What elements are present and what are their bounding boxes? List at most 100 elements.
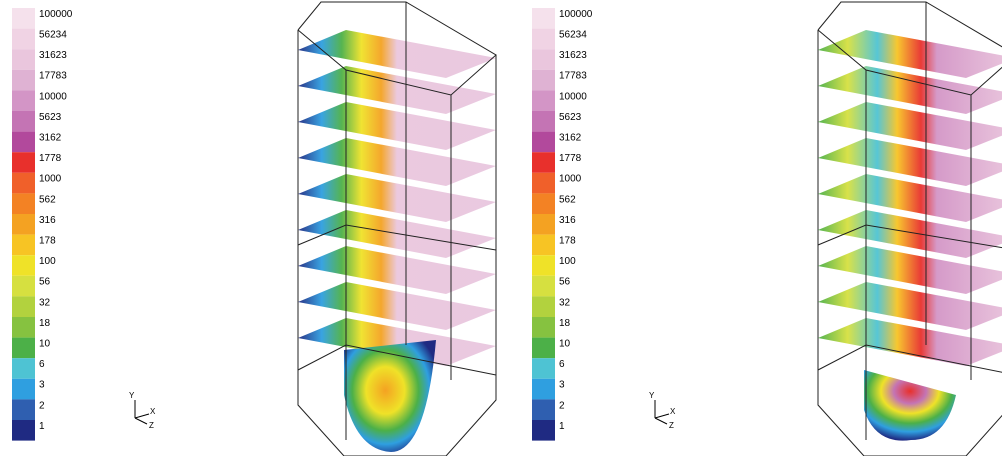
legend-swatch (12, 276, 35, 297)
legend-swatch (532, 29, 555, 50)
contour-plot (298, 2, 496, 456)
legend-swatch (12, 235, 35, 256)
axis-line (655, 414, 669, 418)
legend-swatch (12, 338, 35, 359)
legend-swatch (12, 399, 35, 420)
legend-swatch (12, 132, 35, 153)
axis-label: Z (669, 421, 674, 430)
legend-label: 10000 (559, 91, 587, 102)
axis-label: Y (129, 391, 135, 400)
legend-label: 32 (39, 297, 51, 308)
legend-swatch (532, 111, 555, 132)
legend-swatch (12, 214, 35, 235)
figure-canvas: 1000005623431623177831000056233162177810… (0, 0, 1002, 456)
axis-label: Y (649, 391, 655, 400)
legend-label: 562 (39, 194, 56, 205)
legend-label: 3 (39, 380, 45, 391)
axis-line (135, 418, 147, 424)
legend-label: 6 (39, 359, 45, 370)
contour-slice (298, 282, 496, 330)
legend-label: 56 (39, 277, 51, 288)
axis-triad: Y XZ (649, 391, 676, 430)
legend-label: 1778 (559, 153, 582, 164)
axis-label: X (150, 407, 156, 416)
legend-label: 18 (559, 318, 571, 329)
legend-swatch (532, 193, 555, 214)
legend-label: 1 (39, 421, 45, 432)
legend-label: 3162 (559, 133, 582, 144)
legend-swatch (12, 152, 35, 173)
legend-label: 100000 (559, 9, 593, 20)
legend-label: 17783 (39, 71, 67, 82)
axis-label: X (670, 407, 676, 416)
legend-swatch (532, 8, 555, 29)
legend-swatch (12, 193, 35, 214)
contour-slice (298, 66, 496, 114)
legend-label: 56234 (559, 30, 587, 41)
contour-slice (298, 174, 496, 222)
legend-label: 5623 (559, 112, 582, 123)
legend-swatch (12, 8, 35, 29)
legend-label: 100000 (39, 9, 73, 20)
legend-swatch (12, 317, 35, 338)
legend-label: 1 (559, 421, 565, 432)
legend: 1000005623431623177831000056233162177810… (532, 8, 593, 441)
hopper-contour (864, 370, 956, 441)
legend-label: 178 (39, 236, 56, 247)
legend-swatch (532, 132, 555, 153)
legend-label: 6 (559, 359, 565, 370)
legend-label: 562 (559, 194, 576, 205)
legend-label: 2 (39, 400, 45, 411)
legend-swatch (12, 70, 35, 91)
contour-slice (298, 102, 496, 150)
legend-swatch (532, 338, 555, 359)
legend-swatch (12, 358, 35, 379)
legend-label: 56 (559, 277, 571, 288)
legend-swatch (532, 399, 555, 420)
legend-swatch (12, 420, 35, 441)
legend-label: 2 (559, 400, 565, 411)
legend-label: 1000 (39, 174, 62, 185)
legend-swatch (532, 255, 555, 276)
legend-swatch (532, 173, 555, 194)
legend-swatch (532, 317, 555, 338)
legend-label: 10 (39, 339, 51, 350)
legend-swatch (12, 29, 35, 50)
legend-label: 1000 (559, 174, 582, 185)
legend-swatch (532, 358, 555, 379)
legend-swatch (532, 49, 555, 70)
legend: 1000005623431623177831000056233162177810… (12, 8, 73, 441)
legend-swatch (532, 296, 555, 317)
legend-label: 31623 (39, 50, 67, 61)
legend-swatch (12, 173, 35, 194)
axis-triad: Y XZ (129, 391, 156, 430)
legend-label: 3 (559, 380, 565, 391)
legend-label: 18 (39, 318, 51, 329)
contour-slice (298, 246, 496, 294)
legend-label: 10000 (39, 91, 67, 102)
legend-label: 178 (559, 236, 576, 247)
contour-slice (298, 138, 496, 186)
legend-label: 3162 (39, 133, 62, 144)
legend-swatch (12, 90, 35, 111)
legend-label: 100 (39, 256, 56, 267)
legend-swatch (12, 379, 35, 400)
contour-slice (818, 30, 1002, 78)
figure: 1000005623431623177831000056233162177810… (0, 0, 1002, 456)
legend-swatch (532, 235, 555, 256)
legend-swatch (532, 152, 555, 173)
hopper-contour (344, 340, 436, 452)
legend-label: 32 (559, 297, 571, 308)
legend-label: 31623 (559, 50, 587, 61)
legend-swatch (532, 70, 555, 91)
legend-swatch (532, 379, 555, 400)
legend-swatch (532, 90, 555, 111)
legend-label: 17783 (559, 71, 587, 82)
legend-label: 10 (559, 339, 571, 350)
contour-plot (818, 2, 1002, 456)
legend-swatch (532, 276, 555, 297)
legend-swatch (532, 420, 555, 441)
legend-swatch (12, 49, 35, 70)
axis-label: Z (149, 421, 154, 430)
legend-swatch (12, 111, 35, 132)
